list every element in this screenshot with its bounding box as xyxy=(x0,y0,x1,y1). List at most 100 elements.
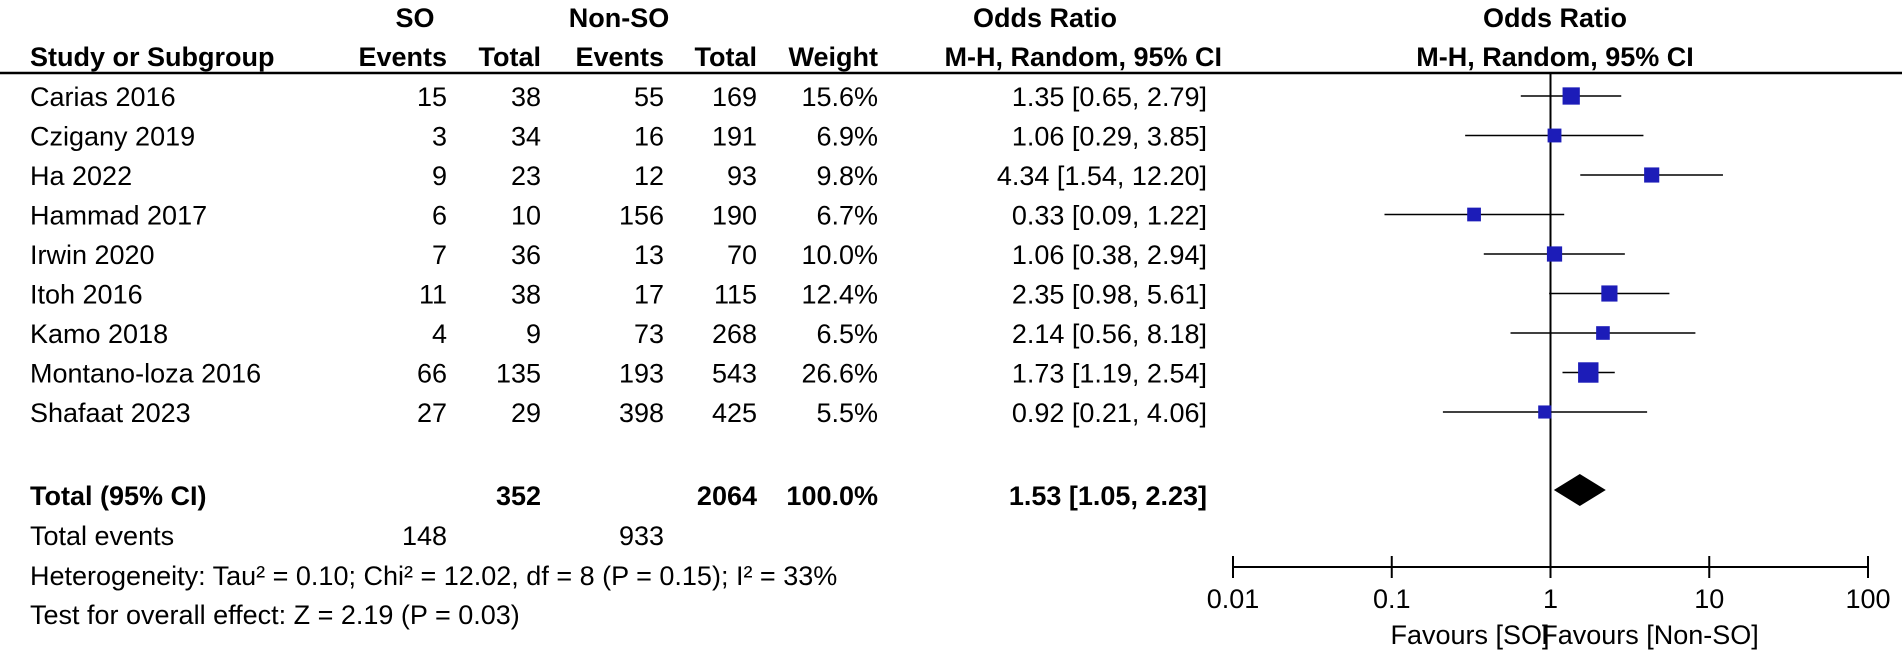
axis-tick-label: 0.01 xyxy=(1207,584,1260,614)
weight-cell: 9.8% xyxy=(816,161,878,191)
point-estimate-marker xyxy=(1644,167,1660,183)
table-row: Shafaat 2023 27 29 398 425 5.5% 0.92 [0.21, 4.… xyxy=(30,398,1207,428)
weight-cell: 6.5% xyxy=(816,319,878,349)
header-study: Study or Subgroup xyxy=(30,42,274,72)
study-name: Hammad 2017 xyxy=(30,201,207,231)
weight-cell: 15.6% xyxy=(801,82,878,112)
point-estimate-marker xyxy=(1578,362,1599,383)
weight-cell: 5.5% xyxy=(816,398,878,428)
weight-cell: 12.4% xyxy=(801,280,878,310)
so-events-cell: 4 xyxy=(432,319,447,349)
so-events-cell: 3 xyxy=(432,122,447,152)
nonso-total-cell: 93 xyxy=(727,161,757,191)
header-so-events: Events xyxy=(358,42,447,72)
odds-ratio-cell: 2.35 [0.98, 5.61] xyxy=(1012,280,1207,310)
nonso-events-cell: 16 xyxy=(634,122,664,152)
nonso-total-cell: 169 xyxy=(712,82,757,112)
total-events-so: 148 xyxy=(402,521,447,551)
nonso-total-cell: 191 xyxy=(712,122,757,152)
total-nonso-total: 2064 xyxy=(697,481,757,511)
so-events-cell: 15 xyxy=(417,82,447,112)
odds-ratio-cell: 1.73 [1.19, 2.54] xyxy=(1012,359,1207,389)
forest-plot-area xyxy=(1232,73,1869,578)
study-name: Shafaat 2023 xyxy=(30,398,191,428)
total-or-text: 1.53 [1.05, 2.23] xyxy=(1009,481,1207,511)
study-name: Ha 2022 xyxy=(30,161,132,191)
total-weight: 100.0% xyxy=(786,481,878,511)
table-row: Irwin 2020 7 36 13 70 10.0% 1.06 [0.38, 2.94] xyxy=(30,240,1207,270)
point-estimate-marker xyxy=(1601,285,1618,302)
so-total-cell: 23 xyxy=(511,161,541,191)
favours-right-label: Favours [Non-SO] xyxy=(1541,620,1759,650)
nonso-events-cell: 13 xyxy=(634,240,664,270)
axis-tick-label: 100 xyxy=(1845,584,1890,614)
so-events-cell: 11 xyxy=(419,280,447,310)
point-estimate-marker xyxy=(1467,207,1481,222)
odds-ratio-cell: 1.35 [0.65, 2.79] xyxy=(1012,82,1207,112)
so-events-cell: 27 xyxy=(417,398,447,428)
nonso-events-cell: 73 xyxy=(634,319,664,349)
table-row: Itoh 2016 11 38 17 115 12.4% 2.35 [0.98, 5.61] xyxy=(30,280,1207,310)
so-total-cell: 36 xyxy=(511,240,541,270)
nonso-total-cell: 70 xyxy=(727,240,757,270)
nonso-events-cell: 55 xyxy=(634,82,664,112)
nonso-total-cell: 425 xyxy=(712,398,757,428)
odds-ratio-cell: 1.06 [0.29, 3.85] xyxy=(1012,122,1207,152)
axis-tick-label: 10 xyxy=(1694,584,1724,614)
odds-ratio-cell: 1.06 [0.38, 2.94] xyxy=(1012,240,1207,270)
point-estimate-marker xyxy=(1562,87,1580,105)
header-nonso-events: Events xyxy=(575,42,664,72)
point-estimate-marker xyxy=(1538,405,1552,419)
study-name: Carias 2016 xyxy=(30,82,176,112)
study-name: Montano-loza 2016 xyxy=(30,359,261,389)
header-nonso-total: Total xyxy=(695,42,758,72)
so-events-cell: 6 xyxy=(432,201,447,231)
table-row: Montano-loza 2016 66 135 193 543 26.6% 1.73 [1… xyxy=(30,359,1207,389)
table-row: Ha 2022 9 23 12 93 9.8% 4.34 [1.54, 12.20] xyxy=(30,161,1207,191)
header-so-total: Total xyxy=(479,42,542,72)
odds-ratio-cell: 0.33 [0.09, 1.22] xyxy=(1012,201,1207,231)
nonso-events-cell: 398 xyxy=(619,398,664,428)
so-total-cell: 38 xyxy=(511,82,541,112)
table-row: Czigany 2019 3 34 16 191 6.9% 1.06 [0.29, 3.85… xyxy=(30,122,1207,152)
nonso-total-cell: 268 xyxy=(712,319,757,349)
header-or-group: Odds Ratio xyxy=(973,3,1117,33)
odds-ratio-cell: 0.92 [0.21, 4.06] xyxy=(1012,398,1207,428)
so-total-cell: 135 xyxy=(496,359,541,389)
so-events-cell: 7 xyxy=(432,240,447,270)
weight-cell: 10.0% xyxy=(801,240,878,270)
table-row: Kamo 2018 4 9 73 268 6.5% 2.14 [0.56, 8.18] xyxy=(30,319,1207,349)
header-so-group: SO xyxy=(395,3,434,33)
so-total-cell: 9 xyxy=(526,319,541,349)
study-name: Itoh 2016 xyxy=(30,280,143,310)
total-events-label: Total events xyxy=(30,521,174,551)
heterogeneity-text: Heterogeneity: Tau² = 0.10; Chi² = 12.02… xyxy=(30,561,837,591)
odds-ratio-cell: 2.14 [0.56, 8.18] xyxy=(1012,319,1207,349)
so-events-cell: 9 xyxy=(432,161,447,191)
study-name: Kamo 2018 xyxy=(30,319,168,349)
so-total-cell: 10 xyxy=(511,201,541,231)
study-rows: Carias 2016 15 38 55 169 15.6% 1.35 [0.65, 2.7… xyxy=(30,82,1207,428)
axis-tick-label: 1 xyxy=(1543,584,1558,614)
weight-cell: 6.7% xyxy=(816,201,878,231)
so-total-cell: 34 xyxy=(511,122,541,152)
total-label: Total (95% CI) xyxy=(30,481,207,511)
weight-cell: 6.9% xyxy=(816,122,878,152)
nonso-events-cell: 156 xyxy=(619,201,664,231)
table-row: Carias 2016 15 38 55 169 15.6% 1.35 [0.65, 2.7… xyxy=(30,82,1207,112)
so-events-cell: 66 xyxy=(417,359,447,389)
nonso-total-cell: 543 xyxy=(712,359,757,389)
header-plot-group: Odds Ratio xyxy=(1483,3,1627,33)
point-estimate-marker xyxy=(1547,128,1562,143)
so-total-cell: 38 xyxy=(511,280,541,310)
header-or-method: M-H, Random, 95% CI xyxy=(944,42,1222,72)
pooled-diamond xyxy=(1553,474,1606,506)
nonso-events-cell: 17 xyxy=(634,280,664,310)
total-events-nonso: 933 xyxy=(619,521,664,551)
total-so-total: 352 xyxy=(496,481,541,511)
header-nonso-group: Non-SO xyxy=(569,3,670,33)
overall-effect-text: Test for overall effect: Z = 2.19 (P = 0… xyxy=(30,600,520,630)
table-row: Hammad 2017 6 10 156 190 6.7% 0.33 [0.09, 1.22… xyxy=(30,201,1207,231)
header-weight: Weight xyxy=(789,42,879,72)
